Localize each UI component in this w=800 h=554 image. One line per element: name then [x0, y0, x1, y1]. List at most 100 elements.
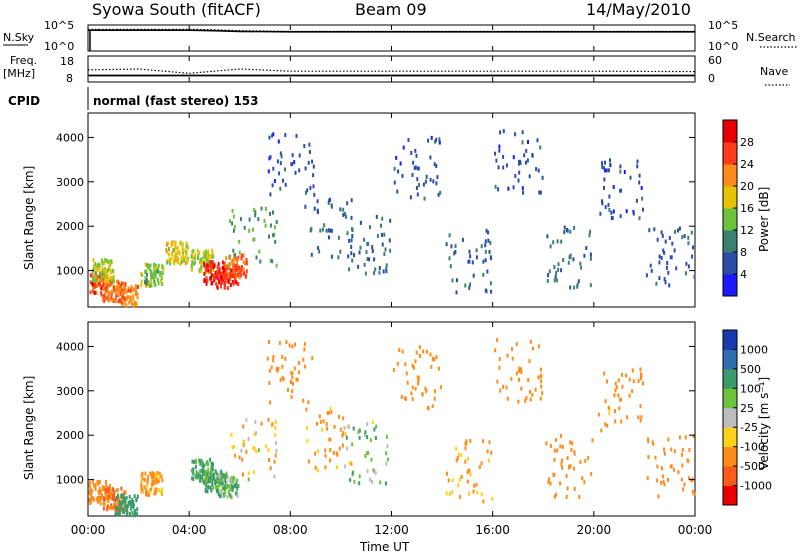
data-cell [111, 289, 114, 294]
data-cell [257, 448, 260, 453]
data-cell [502, 384, 505, 389]
data-cell [275, 263, 278, 268]
data-cell [284, 356, 287, 361]
data-cell [129, 513, 131, 517]
data-cell [103, 294, 106, 299]
data-cell [277, 366, 280, 371]
data-cell [296, 377, 299, 382]
data-cell [603, 166, 606, 170]
data-cell [211, 262, 214, 267]
data-cell [433, 162, 436, 167]
data-cell [321, 227, 324, 232]
data-cell [465, 441, 468, 446]
data-cell [656, 464, 659, 469]
data-cell [234, 267, 237, 272]
data-cell [204, 482, 207, 487]
data-cell [466, 479, 469, 484]
data-cell [514, 174, 517, 178]
data-cell [381, 232, 383, 237]
data-cell [373, 427, 376, 432]
data-cell [269, 258, 272, 263]
data-cell [549, 444, 552, 448]
data-cell [136, 512, 139, 517]
data-cell [133, 513, 136, 518]
data-cell [617, 393, 620, 398]
data-cell [339, 249, 342, 254]
power-colorbar-tick-label: 20 [740, 180, 754, 193]
data-cell [155, 488, 158, 493]
data-cell [199, 461, 202, 466]
data-cell [222, 275, 225, 280]
data-point [252, 446, 256, 451]
data-cell [272, 166, 275, 171]
data-cell [506, 396, 509, 401]
data-cell [216, 270, 219, 275]
data-cell [231, 208, 234, 213]
data-cell [642, 381, 644, 386]
data-cell [208, 254, 211, 259]
data-cell [534, 387, 537, 392]
data-cell [690, 230, 693, 235]
data-cell [661, 474, 664, 479]
data-cell [220, 284, 222, 289]
data-cell [683, 482, 686, 487]
data-cell [185, 244, 188, 249]
data-cell [604, 168, 607, 173]
data-cell [279, 151, 282, 156]
data-cell [366, 257, 369, 261]
data-cell [688, 448, 691, 452]
data-cell [278, 341, 281, 346]
data-cell [416, 177, 419, 182]
power-colorbar-swatch [723, 164, 737, 187]
data-cell [201, 475, 203, 480]
data-cell [385, 269, 388, 274]
data-cell [529, 389, 531, 394]
data-cell [125, 289, 128, 294]
data-cell [482, 272, 485, 277]
velocity-y-ticks: 1000 2000 3000 4000 [56, 340, 695, 487]
data-cell [281, 364, 284, 369]
data-cell [239, 272, 242, 277]
data-cell [157, 479, 160, 484]
nave-line [87, 68, 696, 74]
data-cell [404, 362, 407, 367]
data-cell [102, 296, 105, 301]
data-cell [182, 248, 185, 253]
data-cell [498, 148, 501, 153]
data-cell [294, 170, 297, 175]
data-cell [409, 195, 412, 200]
data-cell [233, 276, 236, 281]
data-cell [200, 468, 203, 473]
data-cell [537, 375, 540, 380]
data-cell [415, 186, 418, 190]
data-cell [449, 264, 452, 269]
data-cell [411, 172, 414, 177]
data-cell [435, 137, 438, 142]
data-cell [95, 266, 98, 271]
data-cell [204, 264, 207, 269]
data-cell [97, 275, 100, 280]
data-cell [449, 492, 452, 496]
power-y-ticks: 1000 2000 3000 4000 [56, 131, 695, 278]
data-cell [247, 471, 250, 476]
data-cell [204, 471, 207, 476]
data-cell [450, 244, 453, 249]
data-cell [146, 280, 149, 285]
data-cell [570, 447, 573, 452]
data-cell [645, 273, 648, 278]
data-cell [109, 494, 112, 499]
data-cell [667, 437, 670, 442]
velocity-colorbar-tick-label: -1000 [740, 480, 772, 493]
data-cell [176, 257, 179, 262]
data-cell [597, 412, 600, 417]
data-cell [146, 272, 149, 277]
data-cell [326, 411, 329, 416]
data-cell [242, 424, 245, 429]
data-cell [255, 449, 258, 454]
data-cell [464, 283, 467, 288]
data-cell [339, 207, 342, 212]
data-cell [681, 463, 684, 468]
data-cell [381, 216, 384, 221]
data-cell [446, 471, 448, 476]
data-cell [604, 422, 607, 427]
